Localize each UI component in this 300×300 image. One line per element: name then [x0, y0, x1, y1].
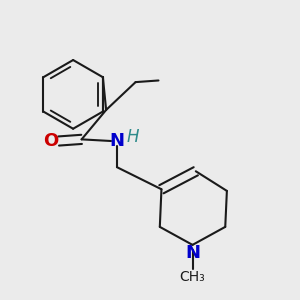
- Text: O: O: [43, 132, 58, 150]
- Text: N: N: [110, 132, 124, 150]
- Text: N: N: [185, 244, 200, 262]
- Text: H: H: [127, 128, 140, 146]
- Text: CH₃: CH₃: [180, 270, 206, 283]
